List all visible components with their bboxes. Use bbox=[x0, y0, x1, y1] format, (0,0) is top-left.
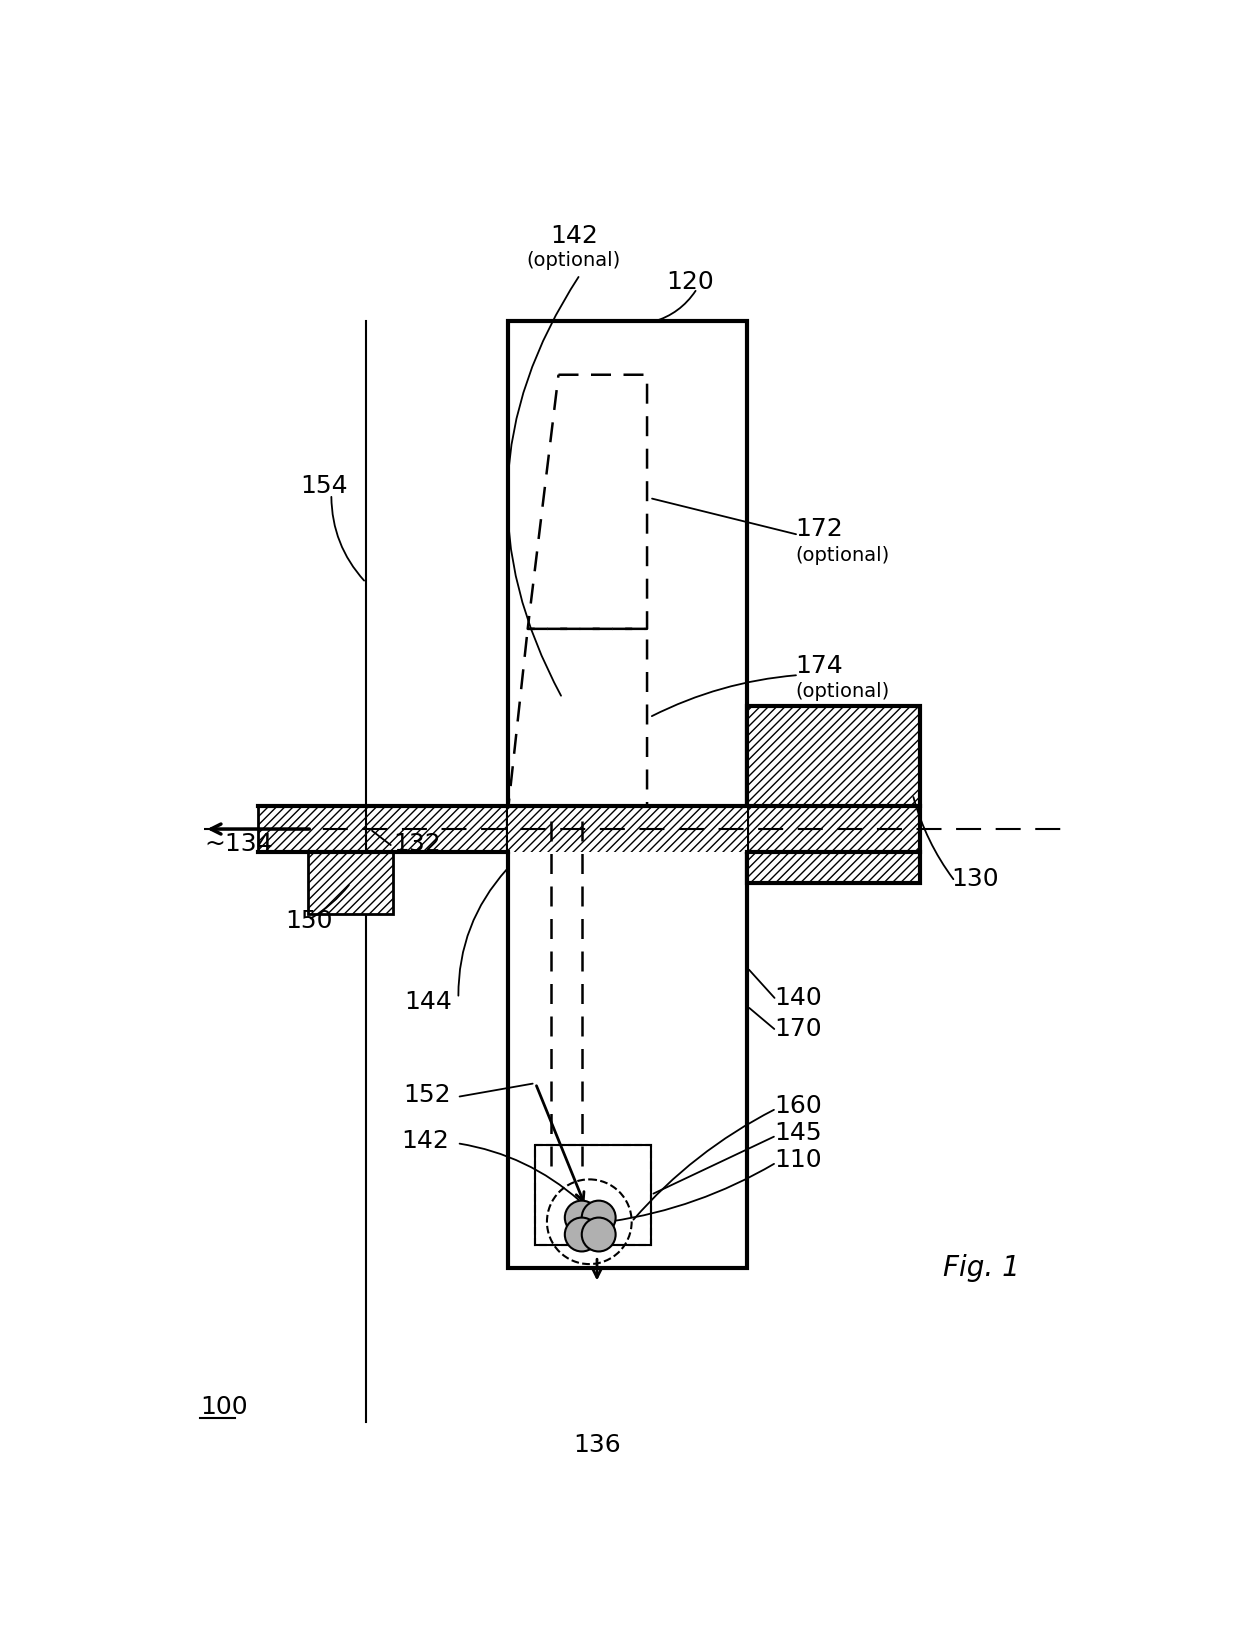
Bar bbox=[508, 321, 748, 822]
Text: 160: 160 bbox=[774, 1094, 822, 1118]
Circle shape bbox=[564, 1217, 599, 1252]
Text: 152: 152 bbox=[403, 1082, 450, 1107]
Bar bbox=[258, 805, 508, 851]
Text: 100: 100 bbox=[201, 1395, 248, 1418]
Text: 120: 120 bbox=[666, 270, 714, 295]
Bar bbox=[748, 707, 920, 883]
Text: Fig. 1: Fig. 1 bbox=[944, 1253, 1021, 1281]
Text: 174: 174 bbox=[796, 654, 843, 679]
Text: 136: 136 bbox=[573, 1433, 621, 1458]
Bar bbox=[508, 805, 748, 851]
Text: 144: 144 bbox=[404, 990, 453, 1015]
Bar bbox=[536, 1145, 651, 1245]
Text: (optional): (optional) bbox=[796, 682, 890, 702]
Text: 140: 140 bbox=[774, 987, 822, 1011]
Text: 154: 154 bbox=[300, 474, 348, 499]
Text: (optional): (optional) bbox=[796, 547, 890, 565]
Text: 150: 150 bbox=[285, 909, 332, 934]
Text: 110: 110 bbox=[774, 1148, 822, 1173]
Circle shape bbox=[582, 1217, 615, 1252]
Bar bbox=[508, 822, 748, 1268]
Text: 172: 172 bbox=[796, 517, 843, 540]
Bar bbox=[748, 805, 920, 851]
Text: ~134: ~134 bbox=[205, 832, 273, 856]
Text: 142: 142 bbox=[551, 224, 598, 249]
Circle shape bbox=[582, 1201, 615, 1235]
Text: 145: 145 bbox=[774, 1122, 822, 1145]
Text: 170: 170 bbox=[774, 1018, 822, 1041]
Bar bbox=[309, 851, 393, 914]
Circle shape bbox=[564, 1201, 599, 1235]
Text: 142: 142 bbox=[402, 1128, 449, 1153]
Text: (optional): (optional) bbox=[527, 252, 621, 270]
Text: 130: 130 bbox=[951, 866, 999, 891]
Text: 132: 132 bbox=[393, 832, 440, 856]
Bar bbox=[536, 1145, 651, 1245]
